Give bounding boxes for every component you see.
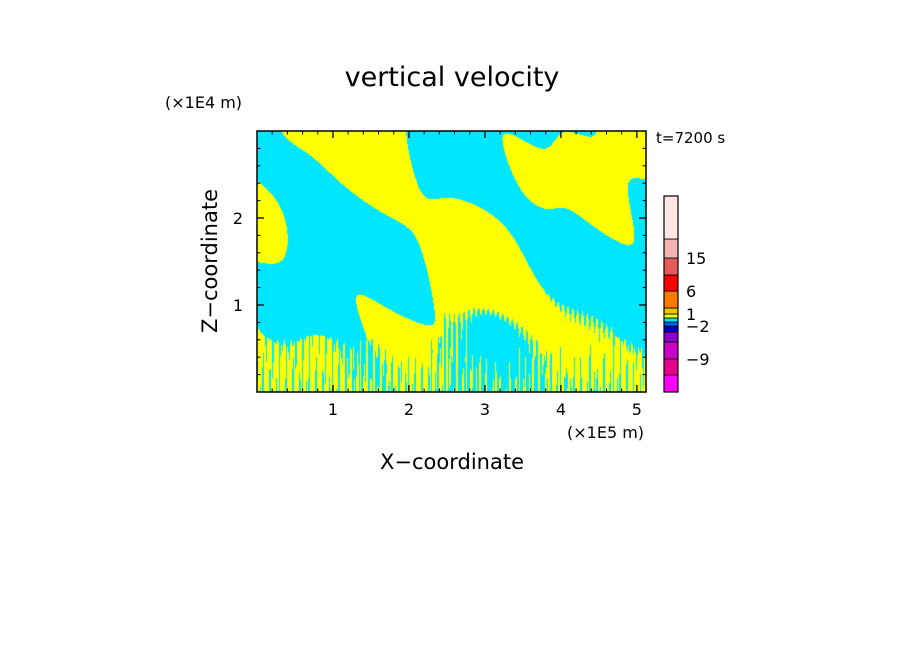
y-axis-ticks: 12: [233, 147, 646, 376]
plot-frame: [256, 130, 647, 393]
x-axis-label: X−coordinate: [380, 450, 524, 474]
y-tick-label: 1: [233, 296, 243, 315]
colorbar-segment: [663, 321, 679, 327]
colorbar-segment: [663, 317, 679, 323]
x-tick-label: 2: [404, 400, 414, 419]
colorbar-tick-label: 1: [686, 305, 696, 324]
colorbar-segment: [663, 313, 679, 319]
colorbar-tick-label: 6: [686, 282, 696, 301]
colorbar-segment: [663, 374, 679, 393]
colorbar-tick-label: 15: [686, 249, 706, 268]
colorbar-tick-label: −9: [686, 350, 710, 369]
colorbar-segment: [663, 238, 679, 259]
colorbar-segment: [663, 307, 679, 315]
colorbar-segment: [663, 325, 679, 333]
chart-title: vertical velocity: [345, 62, 560, 93]
colorbar-segment: [663, 358, 679, 376]
colorbar-frame: [663, 195, 679, 393]
velocity-field: [257, 131, 646, 392]
x-tick-label: 5: [632, 400, 642, 419]
y-axis-label: Z−coordinate: [198, 189, 222, 333]
colorbar: 15 6 1−2 −9: [663, 195, 710, 393]
x-axis-unit: (×1E5 m): [567, 423, 644, 442]
x-tick-label: 1: [328, 400, 338, 419]
colorbar-segment: [663, 257, 679, 276]
x-axis-ticks: 1 2 3 4 5: [271, 131, 642, 419]
colorbar-segment: [663, 331, 679, 343]
colorbar-segment: [663, 195, 679, 240]
x-tick-label: 4: [556, 400, 566, 419]
velocity-field-image: [257, 131, 646, 392]
time-label: t=7200 s: [656, 129, 725, 147]
colorbar-segment: [663, 274, 679, 292]
colorbar-tick-label: −2: [686, 317, 710, 336]
x-tick-label: 3: [480, 400, 490, 419]
y-tick-label: 2: [233, 209, 243, 228]
colorbar-segment: [663, 341, 679, 360]
colorbar-segment: [663, 290, 679, 309]
y-axis-unit: (×1E4 m): [165, 93, 242, 112]
